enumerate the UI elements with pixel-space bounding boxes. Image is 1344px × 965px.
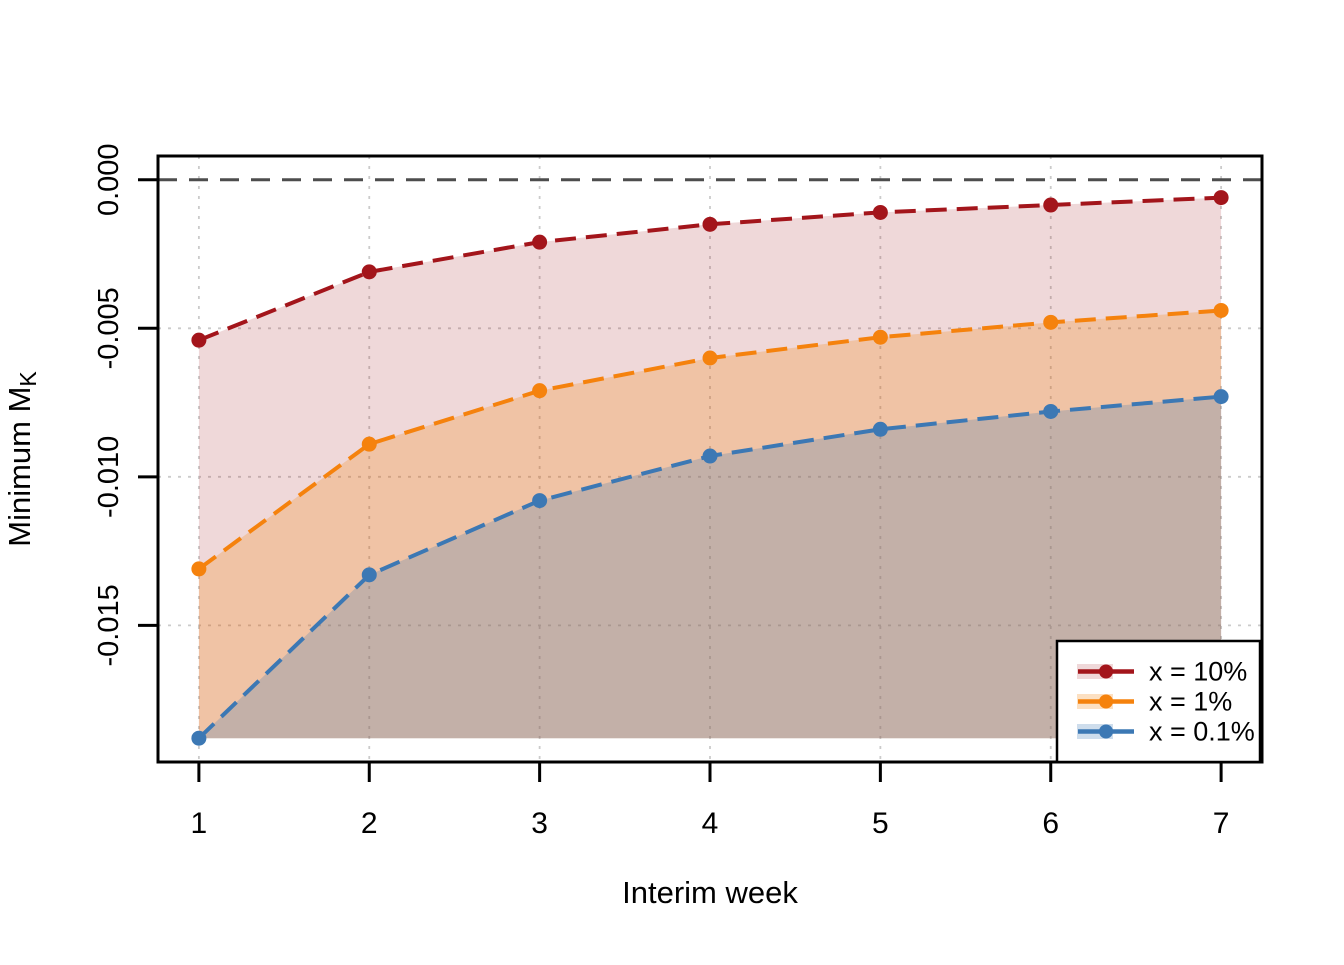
x-tick-label-6: 6 (1042, 807, 1059, 840)
data-point-series-2-week-3 (532, 493, 548, 509)
series-0 (191, 190, 1229, 348)
legend-label-0: x = 10% (1149, 657, 1247, 687)
data-point-series-2-week-2 (361, 567, 377, 583)
data-point-series-1-week-3 (532, 383, 548, 399)
data-point-series-0-week-3 (532, 234, 548, 250)
y-axis-title: Minimum MK (2, 371, 41, 547)
x-tick-label-1: 1 (191, 807, 208, 840)
series-1 (191, 302, 1229, 577)
legend-entry-0: x = 10% (1077, 657, 1247, 687)
y-tick-label--0.015: -0.015 (93, 584, 125, 666)
legend-label-2: x = 0.1% (1149, 717, 1255, 747)
data-point-series-1-week-1 (191, 561, 207, 577)
data-point-series-1-week-7 (1213, 302, 1229, 318)
x-tick-label-4: 4 (702, 807, 719, 840)
data-point-series-0-week-4 (702, 216, 718, 232)
y-tick-label--0.010: -0.010 (93, 436, 125, 518)
data-point-series-2-week-4 (702, 448, 718, 464)
area-fill-series-2 (198, 396, 1222, 739)
y-axis-title-main: Minimum M (2, 387, 37, 547)
data-point-series-2-week-5 (872, 421, 888, 437)
y-tick-label--0.005: -0.005 (93, 287, 125, 369)
data-point-series-0-week-6 (1043, 197, 1059, 213)
data-point-series-2-week-7 (1213, 389, 1229, 405)
fill-areas (198, 197, 1222, 739)
data-point-series-0-week-7 (1213, 190, 1229, 206)
legend: x = 10%x = 1%x = 0.1% (1055, 639, 1262, 764)
legend-label-1: x = 1% (1149, 687, 1232, 717)
data-point-series-2-week-1 (191, 730, 207, 746)
series-2 (191, 389, 1229, 746)
y-axis: 0.000 -0.005 -0.010 -0.015 (93, 143, 158, 666)
data-point-series-1-week-4 (702, 350, 718, 366)
data-point-series-1-week-6 (1043, 314, 1059, 330)
x-tick-label-2: 2 (361, 807, 378, 840)
legend-entry-2: x = 0.1% (1077, 717, 1255, 747)
legend-point-marker-1 (1099, 694, 1113, 709)
data-point-series-2-week-6 (1043, 403, 1059, 419)
area-fill-series-0 (198, 197, 1222, 739)
area-fill-series-1 (198, 310, 1222, 739)
data-point-series-1-week-2 (361, 436, 377, 452)
x-tick-label-5: 5 (872, 807, 889, 840)
legend-entry-1: x = 1% (1077, 687, 1232, 717)
data-point-series-0-week-2 (361, 264, 377, 280)
data-point-series-1-week-5 (872, 329, 888, 345)
y-axis-title-subscript: K (15, 371, 41, 387)
x-tick-label-3: 3 (531, 807, 548, 840)
x-axis-title: Interim week (622, 875, 798, 910)
data-point-series-0-week-1 (191, 332, 207, 348)
legend-point-marker-0 (1099, 664, 1113, 679)
legend-point-marker-2 (1099, 724, 1113, 739)
y-tick-label-0.000: 0.000 (93, 143, 125, 216)
x-tick-label-7: 7 (1213, 807, 1230, 840)
data-point-series-0-week-5 (872, 204, 888, 220)
x-axis: 1 2 3 4 5 6 7 (191, 762, 1230, 840)
